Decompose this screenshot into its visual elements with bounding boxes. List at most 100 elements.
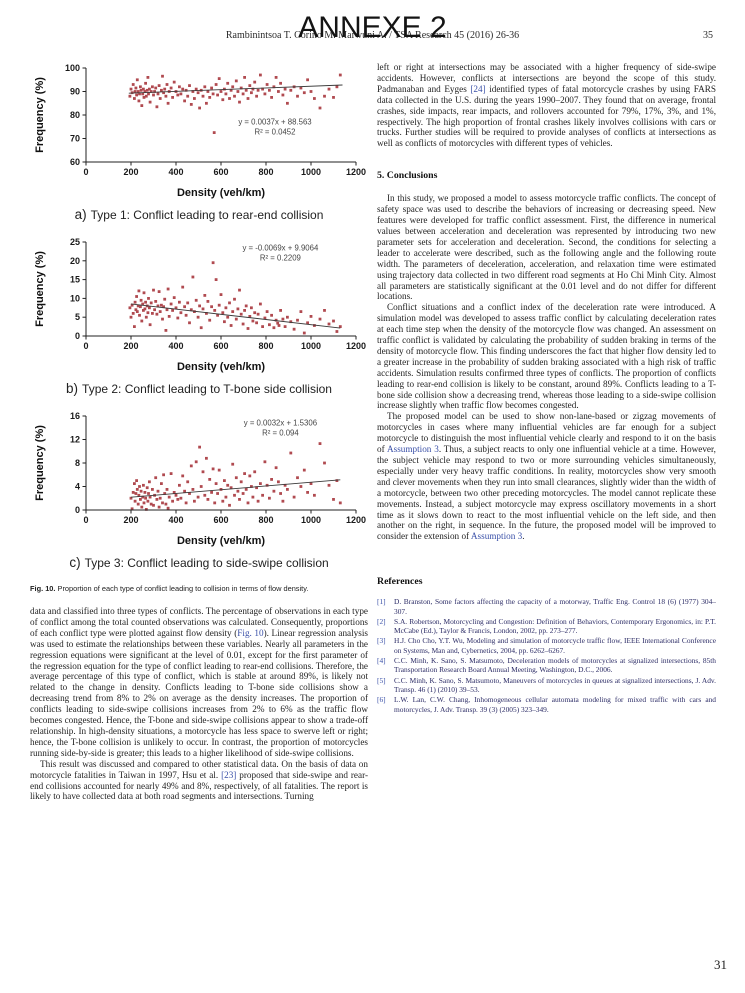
reference-list: [1] D. Branston, Some factors affecting t… [377,597,716,714]
references-heading: References [377,576,423,588]
svg-text:1000: 1000 [301,167,321,177]
svg-text:12: 12 [70,435,80,445]
reference-text: D. Branston, Some factors affecting the … [394,597,716,616]
svg-text:8: 8 [75,458,80,468]
annexe-title: ANNEXE 2 [298,11,447,44]
svg-text:Frequency (%): Frequency (%) [34,77,46,153]
reference-item: [2] S.A. Robertson, Motorcycling and Cong… [377,617,716,636]
svg-text:400: 400 [168,167,183,177]
svg-text:Density (veh/km): Density (veh/km) [177,187,265,199]
figure-b-caption: b) Type 2: Conflict leading to T-bone sid… [30,381,368,396]
figure-a-title: Type 1: Conflict leading to rear-end col… [90,208,324,222]
svg-text:1000: 1000 [301,341,321,351]
reference-number[interactable]: [5] [377,675,386,685]
citation-link[interactable]: Assumption 3 [470,531,523,542]
type2-t-bone-plot: 0 200 400 600 800 1000 1200 0 5 10 15 20 25 y = -0.00… [34,237,366,373]
svg-text:600: 600 [213,515,228,525]
svg-text:R² = 0.2209: R² = 0.2209 [260,254,301,263]
text-run: proposed that side-swipe and rear-end co… [30,769,369,802]
svg-text:200: 200 [123,167,138,177]
svg-text:R² = 0.094: R² = 0.094 [262,428,299,437]
svg-text:80: 80 [70,110,80,120]
type3-side-swipe-plot: 0 200 400 600 800 1000 1200 0 4 8 12 16 y = 0.0032x … [34,411,366,547]
reference-item: [4] C.C. Minh, K. Sano, S. Matsumoto, Dec… [377,656,716,675]
figure-c-letter: c) [69,555,81,570]
reference-text: C.C. Minh, K. Sano, S. Matsumoto, Decele… [394,656,716,675]
citation-link[interactable]: [23] [221,769,237,780]
svg-text:800: 800 [258,167,273,177]
reference-item: [5] C.C. Minh, K. Sano, S. Matsumoto, Man… [377,676,716,695]
svg-text:y = -0.0069x + 9.9064: y = -0.0069x + 9.9064 [242,244,319,253]
svg-text:1000: 1000 [301,515,321,525]
conclusions-heading: 5. Conclusions [377,170,438,182]
figure-b: 0 200 400 600 800 1000 1200 0 5 10 15 20 25 y = -0.00… [30,236,368,396]
text-run: data and classified into three types of … [30,606,368,638]
citation-link[interactable]: [24] [470,83,486,94]
svg-text:400: 400 [168,341,183,351]
reference-text: S.A. Robertson, Motorcycling and Congest… [394,616,716,636]
figure-c-caption: c) Type 3: Conflict leading to side-swipe… [30,555,368,570]
svg-text:y = 0.0032x + 1.5306: y = 0.0032x + 1.5306 [244,418,317,427]
page-number-top: 35 [703,30,713,41]
paragraph: The proposed model can be used to show n… [377,411,716,542]
figure-c-title: Type 3: Conflict leading to side-swipe c… [84,556,329,570]
reference-number[interactable]: [4] [377,656,386,666]
figure-a: 0 200 400 600 800 1000 1200 60 70 80 90 100 y = 0.00… [30,62,368,222]
paragraph: This result was discussed and compared t… [30,759,368,803]
figure-b-title: Type 2: Conflict leading to T-bone side … [82,382,332,396]
text-run: ). Linear regression analysis was used t… [30,627,368,758]
svg-text:70: 70 [70,134,80,144]
svg-text:20: 20 [70,256,80,266]
text-run: left or right at intersections may be as… [377,62,716,94]
svg-text:1200: 1200 [346,515,366,525]
reference-number[interactable]: [3] [377,636,386,646]
reference-item: [1] D. Branston, Some factors affecting t… [377,597,716,616]
text-run: Conflict situations and a conflict index… [377,302,716,411]
text-run: The proposed model can be used to show n… [377,411,716,455]
left-column: 0 200 400 600 800 1000 1200 60 70 80 90 100 y = 0.00… [30,62,368,802]
reference-number[interactable]: [6] [377,695,386,705]
paragraph: data and classified into three types of … [30,606,368,759]
text-run: . Thus, a subject reacts to only one inf… [377,444,716,542]
scatter-chart-t-bone: 0 200 400 600 800 1000 1200 0 5 10 15 20 25 y = -0.00… [30,236,368,376]
conclusions-body-text: In this study, we proposed a model to as… [377,193,716,542]
type1-rear-end-plot: 0 200 400 600 800 1000 1200 60 70 80 90 100 y = 0.00… [34,63,366,199]
svg-text:600: 600 [213,341,228,351]
paragraph: In this study, we proposed a model to as… [377,193,716,302]
svg-text:60: 60 [70,157,80,167]
svg-text:0: 0 [83,341,88,351]
fig-10-label: Fig. 10. [30,584,56,593]
reference-number[interactable]: [1] [377,597,386,607]
svg-text:200: 200 [123,515,138,525]
svg-text:16: 16 [70,411,80,421]
scatter-chart-rear-end: 0 200 400 600 800 1000 1200 60 70 80 90 100 y = 0.00… [30,62,368,202]
svg-text:Frequency (%): Frequency (%) [34,251,46,327]
right-body-text-top: left or right at intersections may be as… [377,62,716,149]
svg-text:400: 400 [168,515,183,525]
svg-text:200: 200 [123,341,138,351]
paragraph: left or right at intersections may be as… [377,62,716,149]
svg-text:0: 0 [83,515,88,525]
reference-text: C.C. Minh, K. Sano, S. Matsumoto, Maneuv… [394,675,716,694]
svg-text:Density (veh/km): Density (veh/km) [177,361,265,373]
journal-header: Rambinintsoa T. Corino M. Marwuni A. / T… [225,30,520,41]
svg-text:1200: 1200 [346,341,366,351]
svg-text:1200: 1200 [346,167,366,177]
reference-item: [3] H.J. Cho Cho, Y.T. Wu, Modeling and s… [377,636,716,655]
svg-text:10: 10 [70,293,80,303]
fig-10-text: Proportion of each type of conflict lead… [57,584,309,593]
svg-text:y = 0.0037x + 88.563: y = 0.0037x + 88.563 [238,117,311,126]
reference-text: H.J. Cho Cho, Y.T. Wu, Modeling and simu… [394,636,716,655]
paragraph: Conflict situations and a conflict index… [377,302,716,411]
figure-a-letter: a) [74,207,87,222]
citation-link[interactable]: Fig. 10 [237,627,264,638]
svg-text:15: 15 [70,275,80,285]
svg-text:Frequency (%): Frequency (%) [34,425,46,501]
svg-text:5: 5 [75,312,80,322]
svg-text:100: 100 [65,63,80,73]
reference-number[interactable]: [2] [377,616,386,626]
svg-text:0: 0 [75,331,80,341]
citation-link[interactable]: Assumption 3 [386,444,439,455]
svg-text:Density (veh/km): Density (veh/km) [177,535,265,547]
